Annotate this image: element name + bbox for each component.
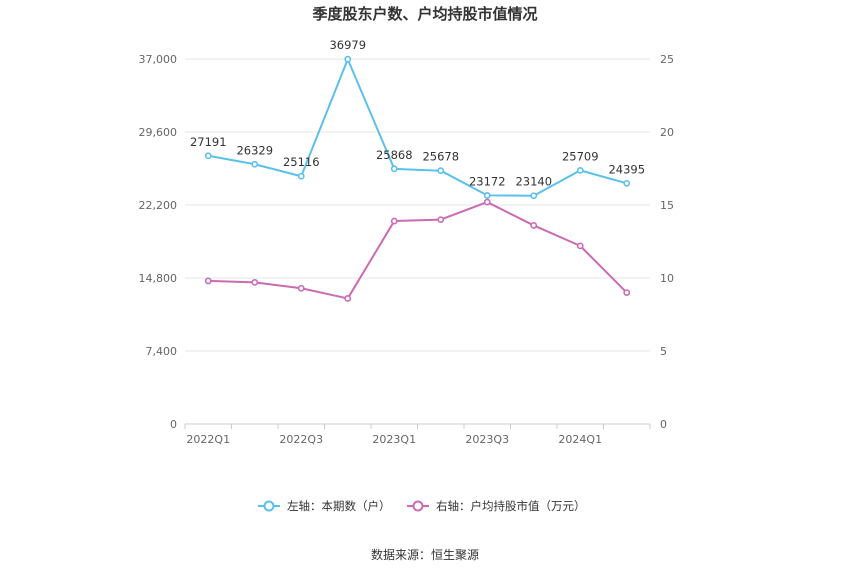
- y-right-tick-label: 25: [660, 53, 674, 66]
- data-point[interactable]: [297, 172, 305, 180]
- data-point[interactable]: [204, 152, 212, 160]
- data-point[interactable]: [483, 198, 491, 206]
- legend-marker: [412, 500, 424, 512]
- data-point[interactable]: [623, 179, 631, 187]
- y-right-tick-label: 10: [660, 272, 674, 285]
- data-point[interactable]: [390, 165, 398, 173]
- x-tick-label: 2022Q3: [279, 433, 323, 446]
- data-point[interactable]: [530, 192, 538, 200]
- data-point[interactable]: [437, 216, 445, 223]
- data-point[interactable]: [344, 55, 352, 63]
- data-labels: 27191 26329 25116 36979 25868 25678 23172 23140…: [190, 38, 645, 189]
- x-tick-label: 2023Q1: [372, 433, 416, 446]
- y-left-tick-label: 29,600: [139, 126, 178, 139]
- data-point[interactable]: [623, 289, 631, 296]
- y-right-tick-label: 5: [660, 345, 667, 358]
- y-right-tick-label: 0: [660, 418, 667, 431]
- x-tick-label: 2024Q1: [558, 433, 602, 446]
- source-label: 数据来源：恒生聚源: [371, 547, 479, 562]
- data-label: 24395: [608, 162, 645, 176]
- data-point[interactable]: [530, 222, 538, 229]
- data-label: 25678: [422, 150, 459, 164]
- y-left-tick-label: 7,400: [146, 345, 178, 358]
- data-point[interactable]: [576, 242, 584, 250]
- legend[interactable]: 左轴：本期数（户） 右轴：户均持股市值（万元）: [258, 499, 586, 513]
- data-label: 36979: [329, 38, 366, 52]
- data-label: 25116: [283, 155, 320, 169]
- x-tick-label: 2022Q1: [186, 433, 230, 446]
- data-label: 25709: [562, 149, 599, 163]
- series-layer: [204, 55, 631, 302]
- data-label: 23140: [515, 175, 552, 189]
- grid: [185, 58, 650, 425]
- data-point[interactable]: [344, 295, 352, 302]
- data-point[interactable]: [251, 160, 259, 168]
- data-point[interactable]: [390, 217, 398, 225]
- x-tick-label: 2023Q3: [465, 433, 509, 446]
- series-line-2: [208, 201, 628, 300]
- data-point[interactable]: [576, 166, 584, 174]
- data-point[interactable]: [483, 192, 491, 199]
- series-line-1: [208, 58, 628, 197]
- legend-marker: [263, 500, 275, 512]
- legend-item-2[interactable]: 右轴：户均持股市值（万元）: [436, 499, 586, 513]
- axes: 0 0 7,400 5 14,800 10 22,200 15 29,600 20 37,000 25…: [139, 53, 675, 446]
- data-label: 27191: [190, 135, 227, 149]
- y-left-tick-label: 37,000: [139, 53, 178, 66]
- data-label: 23172: [469, 174, 506, 188]
- y-right-tick-label: 15: [660, 199, 674, 212]
- chart-title: 季度股东户数、户均持股市值情况: [312, 5, 537, 23]
- data-label: 25868: [376, 148, 413, 162]
- data-point[interactable]: [437, 167, 445, 175]
- data-point[interactable]: [204, 277, 212, 285]
- y-left-tick-label: 22,200: [139, 199, 178, 212]
- data-label: 26329: [236, 143, 273, 157]
- legend-item-1[interactable]: 左轴：本期数（户）: [287, 499, 391, 513]
- y-right-tick-label: 20: [660, 126, 674, 139]
- data-point[interactable]: [251, 278, 259, 286]
- y-left-tick-label: 0: [170, 418, 177, 431]
- y-left-tick-label: 14,800: [139, 272, 178, 285]
- data-point[interactable]: [297, 284, 305, 292]
